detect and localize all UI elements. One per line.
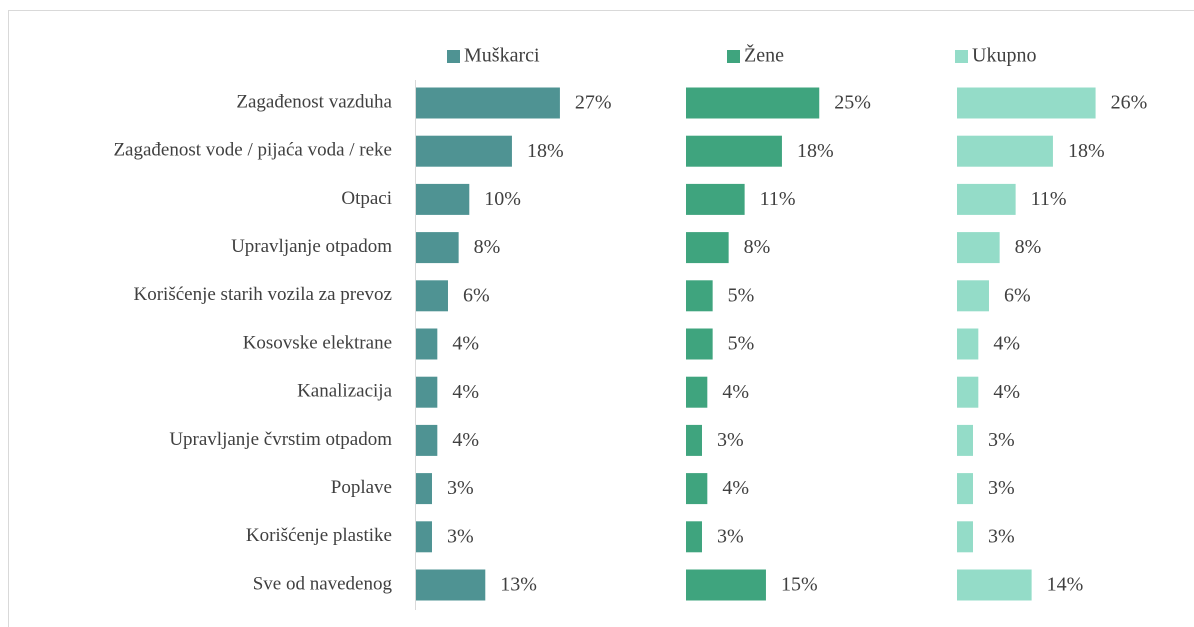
value-label: 4% bbox=[452, 429, 479, 451]
value-label: 14% bbox=[1047, 574, 1084, 596]
bar bbox=[686, 135, 782, 167]
value-label: 3% bbox=[447, 525, 474, 547]
value-label: 25% bbox=[834, 92, 871, 114]
legend-swatch bbox=[447, 50, 460, 63]
value-label: 3% bbox=[988, 429, 1015, 451]
value-label: 4% bbox=[722, 381, 749, 403]
legend-swatch bbox=[727, 50, 740, 63]
bar bbox=[957, 376, 979, 408]
bar bbox=[416, 135, 512, 167]
value-label: 8% bbox=[1015, 236, 1042, 258]
value-label: 18% bbox=[1068, 140, 1105, 162]
bar bbox=[957, 135, 1053, 167]
value-label: 3% bbox=[447, 477, 474, 499]
chart-frame bbox=[8, 10, 1194, 627]
bar bbox=[686, 424, 702, 456]
bar bbox=[416, 376, 438, 408]
category-label: Korišćenje starih vozila za prevoz bbox=[134, 284, 393, 305]
bar bbox=[686, 87, 820, 119]
bar bbox=[416, 328, 438, 360]
bar bbox=[416, 521, 432, 553]
legend-label: Ukupno bbox=[972, 45, 1036, 67]
category-label: Zagađenost vode / pijaća voda / reke bbox=[113, 140, 392, 161]
value-label: 18% bbox=[527, 140, 564, 162]
value-label: 4% bbox=[993, 333, 1020, 355]
bar bbox=[416, 424, 438, 456]
category-label: Poplave bbox=[331, 477, 392, 498]
value-label: 11% bbox=[760, 188, 796, 210]
value-label: 3% bbox=[988, 525, 1015, 547]
bar bbox=[957, 280, 989, 312]
value-label: 3% bbox=[717, 525, 744, 547]
bar bbox=[686, 280, 713, 312]
value-label: 13% bbox=[500, 574, 537, 596]
category-label: Zagađenost vazduha bbox=[236, 91, 392, 112]
bar bbox=[686, 376, 708, 408]
bar bbox=[686, 569, 766, 601]
legend-swatch bbox=[955, 50, 968, 63]
value-label: 5% bbox=[728, 284, 755, 306]
value-label: 6% bbox=[1004, 284, 1031, 306]
category-label: Korišćenje plastike bbox=[246, 525, 392, 546]
bar bbox=[957, 521, 973, 553]
bar bbox=[416, 183, 470, 215]
value-label: 6% bbox=[463, 284, 490, 306]
bar bbox=[416, 569, 486, 601]
value-label: 4% bbox=[993, 381, 1020, 403]
value-label: 4% bbox=[452, 333, 479, 355]
value-label: 26% bbox=[1111, 92, 1148, 114]
value-label: 3% bbox=[988, 477, 1015, 499]
value-label: 4% bbox=[452, 381, 479, 403]
bar bbox=[416, 280, 448, 312]
bar bbox=[686, 328, 713, 360]
category-label: Kosovske elektrane bbox=[243, 332, 392, 353]
bar bbox=[416, 232, 459, 264]
value-label: 3% bbox=[717, 429, 744, 451]
value-label: 4% bbox=[722, 477, 749, 499]
bar bbox=[957, 183, 1016, 215]
legend-label: Žene bbox=[744, 44, 784, 67]
value-label: 18% bbox=[797, 140, 834, 162]
value-label: 8% bbox=[474, 236, 501, 258]
bar bbox=[957, 424, 973, 456]
legend-label: Muškarci bbox=[464, 45, 540, 67]
value-label: 10% bbox=[484, 188, 521, 210]
bar bbox=[957, 473, 973, 505]
value-label: 8% bbox=[744, 236, 771, 258]
bar bbox=[957, 232, 1000, 264]
value-label: 11% bbox=[1031, 188, 1067, 210]
bar bbox=[686, 183, 745, 215]
category-label: Upravljanje otpadom bbox=[231, 236, 392, 257]
value-label: 5% bbox=[728, 333, 755, 355]
bar bbox=[686, 232, 729, 264]
category-label: Otpaci bbox=[341, 188, 392, 209]
bar bbox=[686, 521, 702, 553]
category-label: Kanalizacija bbox=[297, 381, 393, 402]
bar bbox=[416, 87, 560, 119]
bar bbox=[957, 569, 1032, 601]
bar bbox=[957, 328, 979, 360]
bar bbox=[957, 87, 1096, 119]
category-label: Sve od navedenog bbox=[253, 573, 393, 594]
bar bbox=[686, 473, 708, 505]
value-label: 15% bbox=[781, 574, 818, 596]
value-label: 27% bbox=[575, 92, 612, 114]
bar bbox=[416, 473, 432, 505]
category-label: Upravljanje čvrstim otpadom bbox=[169, 429, 392, 450]
